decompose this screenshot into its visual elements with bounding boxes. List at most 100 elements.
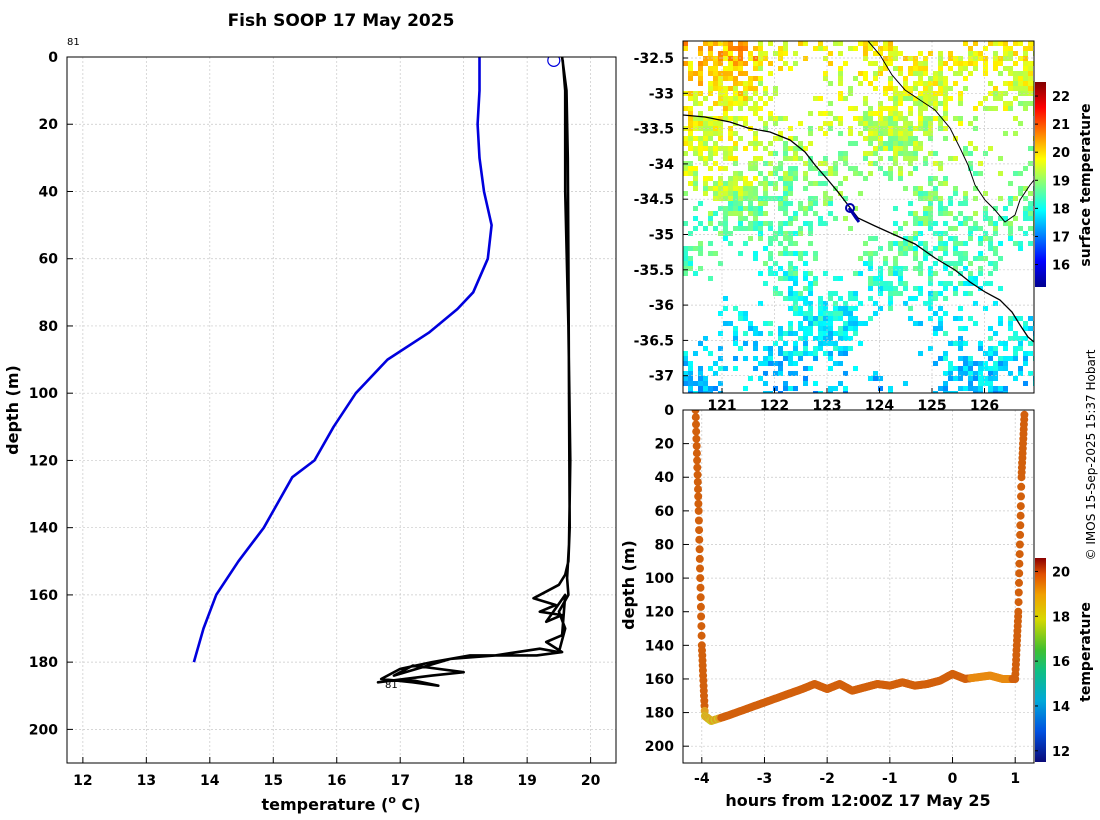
sst-pixel: [973, 196, 978, 201]
sst-pixel: [743, 216, 748, 221]
sst-pixel: [983, 66, 988, 71]
sst-pixel: [913, 256, 918, 261]
sst-pixel: [918, 191, 923, 196]
sst-pixel: [743, 311, 748, 316]
sst-pixel: [1003, 346, 1008, 351]
map-lat-label: -34.5: [634, 192, 674, 208]
sst-pixel: [788, 176, 793, 181]
sst-pixel: [743, 81, 748, 86]
sst-pixel: [688, 166, 693, 171]
sst-pixel: [793, 211, 798, 216]
sst-pixel: [718, 56, 723, 61]
sst-pixel: [853, 291, 858, 296]
sst-pixel: [723, 96, 728, 101]
sst-pixel: [688, 266, 693, 271]
sst-pixel: [963, 361, 968, 366]
sst-pixel: [718, 381, 723, 386]
profile-y-tick-label: 120: [29, 453, 58, 469]
sst-pixel: [1028, 341, 1033, 346]
sst-pixel: [963, 61, 968, 66]
sst-pixel: [808, 131, 813, 136]
sst-pixel: [813, 321, 818, 326]
sst-pixel: [758, 81, 763, 86]
sst-pixel: [973, 186, 978, 191]
sst-pixel: [988, 41, 993, 46]
sst-pixel: [873, 376, 878, 381]
sst-pixel: [878, 281, 883, 286]
sst-pixel: [738, 101, 743, 106]
profile-bottom-annotation: 81: [385, 680, 398, 691]
sst-pixel: [988, 326, 993, 331]
sst-pixel: [868, 121, 873, 126]
sst-pixel: [953, 316, 958, 321]
section-y-tick-label: 200: [645, 739, 674, 755]
sst-pixel: [973, 256, 978, 261]
sst-pixel: [783, 61, 788, 66]
sst-pixel: [738, 176, 743, 181]
profile-observed-line: [376, 57, 572, 687]
sst-pixel: [998, 56, 1003, 61]
sst-pixel: [943, 286, 948, 291]
sst-pixel: [688, 391, 693, 393]
sst-pixel: [768, 236, 773, 241]
sst-pixel: [823, 306, 828, 311]
sst-pixel: [743, 96, 748, 101]
sst-pixel: [943, 86, 948, 91]
sst-pixel: [793, 171, 798, 176]
sst-pixel: [903, 381, 908, 386]
sst-pixel: [903, 96, 908, 101]
sst-pixel: [803, 326, 808, 331]
sst-pixel: [853, 271, 858, 276]
sst-pixel: [893, 46, 898, 51]
sst-pixel: [788, 371, 793, 376]
sst-pixel: [773, 136, 778, 141]
sst-pixel: [878, 271, 883, 276]
sst-pixel: [933, 106, 938, 111]
sst-pixel: [863, 156, 868, 161]
sst-pixel: [688, 91, 693, 96]
sst-pixel: [718, 76, 723, 81]
sst-pixel: [1013, 86, 1018, 91]
sst-pixel: [948, 66, 953, 71]
sst-pixel: [813, 346, 818, 351]
sst-pixel: [748, 96, 753, 101]
sst-pixel: [993, 351, 998, 356]
sst-pixel: [938, 316, 943, 321]
sst-pixel: [993, 376, 998, 381]
sst-pixel: [888, 146, 893, 151]
sst-pixel: [778, 66, 783, 71]
sst-pixel: [733, 146, 738, 151]
profile-plot-area: [67, 57, 616, 763]
sst-pixel: [763, 196, 768, 201]
sst-pixel: [1018, 171, 1023, 176]
sst-pixel: [903, 91, 908, 96]
sst-pixel: [1023, 106, 1028, 111]
sst-pixel: [738, 171, 743, 176]
sst-pixel: [823, 301, 828, 306]
sst-pixel: [733, 156, 738, 161]
sst-pixel: [923, 61, 928, 66]
sst-pixel: [833, 276, 838, 281]
sst-pixel: [773, 341, 778, 346]
sst-pixel: [798, 321, 803, 326]
section-colorbar: [1035, 558, 1046, 762]
sst-pixel: [753, 256, 758, 261]
sst-pixel: [953, 116, 958, 121]
sst-pixel: [973, 281, 978, 286]
sst-pixel: [748, 161, 753, 166]
sst-pixel: [968, 56, 973, 61]
sst-pixel: [733, 56, 738, 61]
sst-pixel: [748, 141, 753, 146]
section-sample-dot: [694, 506, 703, 515]
sst-pixel: [923, 66, 928, 71]
sst-pixel: [908, 96, 913, 101]
sst-pixel: [928, 51, 933, 56]
sst-pixel: [718, 81, 723, 86]
sst-pixel: [868, 116, 873, 121]
sst-pixel: [808, 196, 813, 201]
sst-pixel: [833, 166, 838, 171]
sst-pixel: [858, 171, 863, 176]
sst-pixel: [1003, 51, 1008, 56]
sst-pixel: [1028, 191, 1033, 196]
section-sample-dot: [696, 602, 705, 611]
